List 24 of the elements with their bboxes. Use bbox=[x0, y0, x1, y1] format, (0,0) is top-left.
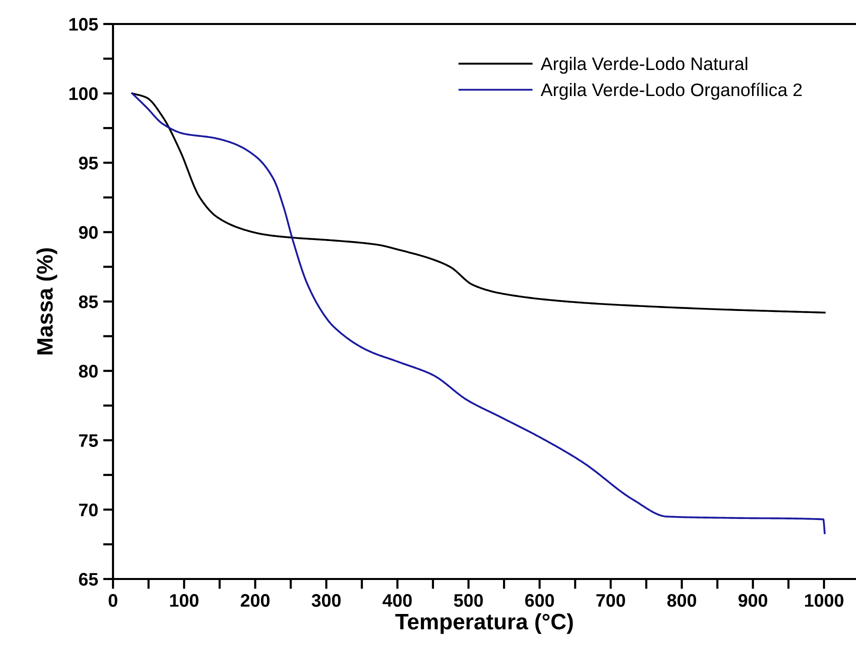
y-tick-label: 100 bbox=[69, 87, 98, 100]
x-tick-label: 400 bbox=[382, 594, 412, 607]
y-tick-label: 75 bbox=[79, 434, 98, 447]
y-axis-title: Massa (%) bbox=[36, 248, 58, 354]
x-axis-title: Temperatura (°C) bbox=[395, 613, 573, 634]
y-tick-label: 70 bbox=[79, 504, 98, 516]
x-tick-label: 600 bbox=[525, 594, 554, 607]
x-tick-label: 500 bbox=[454, 594, 483, 607]
x-tick-label: 900 bbox=[738, 594, 768, 607]
x-tick-label: 100 bbox=[170, 594, 198, 607]
y-tick-label: 95 bbox=[78, 156, 98, 170]
y-tick-label: 85 bbox=[78, 295, 98, 308]
x-tick-label: 1000 bbox=[805, 594, 844, 607]
y-tick-label: 90 bbox=[78, 226, 98, 239]
x-tick-label: 800 bbox=[667, 594, 696, 607]
legend-label: Argila Verde-Lodo Natural bbox=[540, 56, 748, 74]
y-tick-label: 65 bbox=[78, 572, 98, 586]
x-tick-label: 700 bbox=[596, 594, 626, 607]
x-tick-label: 0 bbox=[108, 594, 118, 607]
y-tick-label: 105 bbox=[69, 18, 98, 31]
y-tick-label: 80 bbox=[78, 364, 98, 378]
x-tick-label: 200 bbox=[240, 594, 270, 607]
legend-label: Argila Verde-Lodo Organofílica 2 bbox=[540, 82, 802, 100]
x-tick-label: 300 bbox=[312, 594, 341, 607]
